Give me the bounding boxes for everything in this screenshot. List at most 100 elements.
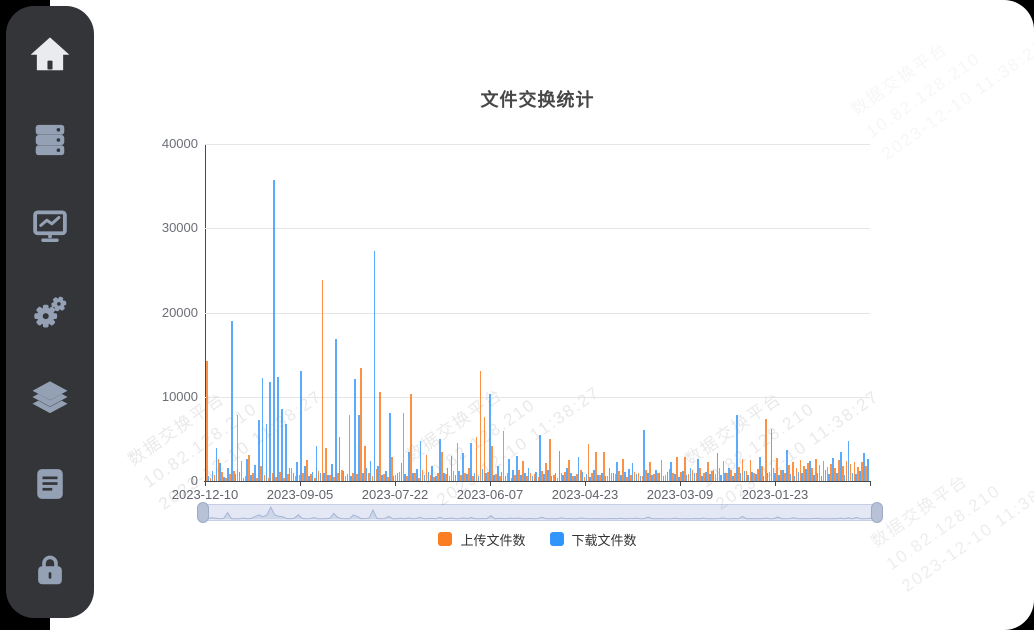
bar-upload [444, 474, 447, 481]
bar-upload [221, 471, 224, 481]
bar-upload [583, 476, 586, 481]
bar-upload [788, 464, 790, 481]
bar-download [473, 472, 476, 481]
bar-upload [680, 471, 682, 481]
bar-download [496, 465, 499, 481]
bar-upload [622, 459, 624, 481]
bar-upload [830, 464, 833, 481]
sidebar-item-dashboard[interactable] [28, 204, 72, 248]
sidebar-item-security[interactable] [28, 548, 72, 592]
bar-download [836, 473, 838, 481]
bar-download [523, 473, 526, 481]
bar-download [435, 475, 437, 481]
bar-download [554, 472, 557, 481]
bar-download [404, 474, 407, 481]
bar-upload [826, 466, 829, 481]
bar-upload [348, 415, 351, 481]
bar-upload [217, 459, 220, 481]
bar-upload [487, 471, 489, 481]
legend-item-upload[interactable]: 上传文件数 [438, 530, 526, 549]
lock-icon [38, 555, 62, 585]
bar-download [562, 475, 565, 481]
bar-download [801, 473, 804, 481]
bar-download [238, 471, 241, 481]
bar-download [751, 471, 753, 481]
watermark: 数据交换平台 10.82.128.210 2023-12-10 11:38:27 [847, 36, 1034, 164]
bar-download [558, 450, 561, 481]
bar-download [342, 470, 345, 481]
datazoom-left-handle[interactable] [197, 502, 209, 523]
bar-upload [649, 461, 651, 481]
bar-upload [533, 474, 536, 481]
bar-upload [406, 475, 409, 481]
y-axis-tick-label: 10000 [161, 388, 198, 404]
bar-download [539, 434, 541, 481]
bar-upload [776, 458, 779, 481]
bar-upload [780, 470, 782, 481]
y-gridline [205, 144, 870, 145]
bar-download [512, 470, 514, 481]
bar-download [531, 475, 534, 481]
x-axis-tick [490, 481, 491, 486]
sidebar-item-home[interactable] [28, 32, 72, 76]
x-axis-tick [395, 481, 396, 486]
bar-download [662, 475, 665, 481]
x-axis-tick [775, 481, 776, 486]
bar-upload [410, 394, 412, 481]
sidebar [6, 6, 94, 618]
bar-upload [630, 475, 632, 481]
bar-download [577, 456, 580, 481]
bar-download [809, 460, 811, 481]
bar-upload [329, 475, 331, 481]
bar-download [292, 473, 295, 481]
bar-upload [290, 468, 293, 481]
bar-download [859, 470, 861, 481]
bar-download [616, 462, 619, 481]
chart-title: 文件交换统计 [480, 90, 595, 110]
bar-download [508, 459, 511, 481]
bar-download [446, 468, 449, 481]
bar-download [697, 459, 699, 481]
bar-download [454, 475, 457, 481]
sidebar-item-layers[interactable] [28, 376, 72, 420]
sidebar-item-servers[interactable] [28, 118, 72, 162]
datazoom-slider[interactable] [202, 504, 878, 521]
bar-download [712, 470, 715, 481]
bar-upload [321, 280, 324, 481]
bar-download [219, 463, 221, 481]
sidebar-item-documents[interactable] [28, 462, 72, 506]
bar-upload [310, 474, 312, 481]
bar-upload [421, 470, 424, 481]
bar-upload [433, 476, 436, 481]
bar-download [855, 474, 857, 481]
bar-upload [313, 477, 316, 481]
bar-upload [506, 473, 509, 481]
bar-upload [340, 470, 343, 481]
legend-item-download[interactable]: 下载文件数 [549, 530, 637, 549]
bar-upload [448, 475, 451, 481]
bar-upload [849, 464, 852, 481]
bar-upload [344, 475, 347, 481]
bar-download [284, 423, 287, 481]
bar-download [277, 377, 279, 481]
bar-download [288, 468, 291, 481]
bar-download [273, 180, 275, 481]
bar-upload [714, 474, 717, 481]
bar-upload [471, 475, 474, 481]
bar-download [589, 476, 592, 481]
bar-upload [745, 470, 748, 481]
bar-upload [479, 370, 482, 481]
bar-download [643, 430, 645, 481]
bar-download [246, 459, 248, 481]
x-axis-tick-label: 2023-01-23 [741, 487, 809, 502]
bar-upload [475, 437, 478, 481]
bar-download [724, 472, 726, 481]
datazoom-right-handle[interactable] [871, 502, 883, 523]
bar-download [705, 471, 707, 481]
sidebar-item-settings[interactable] [28, 290, 72, 334]
bar-download [543, 474, 545, 481]
bar-download [570, 473, 572, 481]
bar-upload [641, 475, 644, 481]
bar-upload [764, 418, 767, 481]
x-axis-tick-label: 2023-07-22 [361, 487, 429, 502]
